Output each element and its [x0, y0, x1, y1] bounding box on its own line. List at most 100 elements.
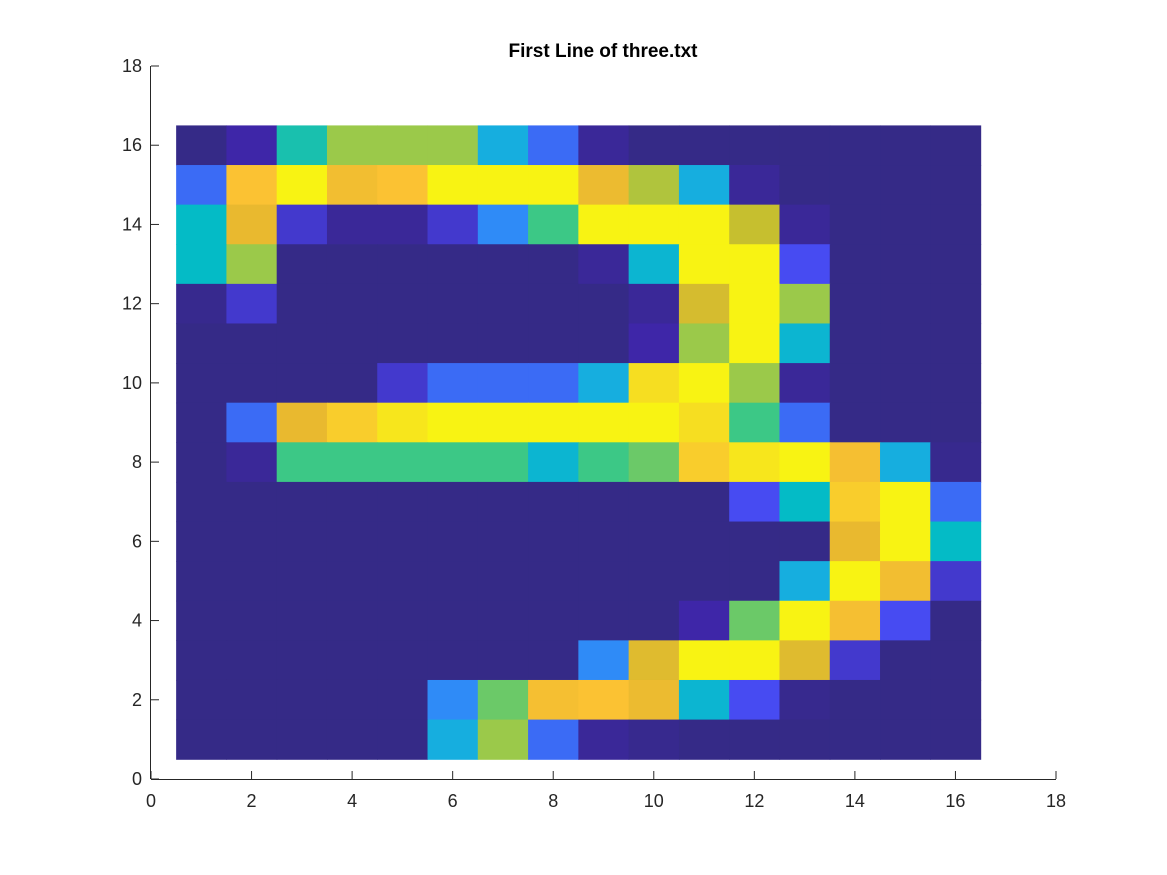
heatmap-cell [528, 640, 579, 681]
heatmap-cell [477, 244, 529, 285]
heatmap-cell [528, 442, 579, 483]
heatmap-cell [377, 283, 429, 325]
y-tick-label: 6 [132, 531, 142, 551]
heatmap-cell [628, 481, 680, 523]
y-tick-label: 10 [122, 373, 142, 393]
heatmap-cell [930, 125, 982, 166]
heatmap-cell [628, 600, 680, 641]
heatmap-cell [729, 283, 781, 325]
heatmap-cell [226, 283, 278, 325]
x-tick-label: 12 [744, 791, 764, 811]
x-tick-label: 14 [845, 791, 865, 811]
heatmap-cell [226, 165, 278, 206]
heatmap-cell [226, 679, 278, 721]
chart-title: First Line of three.txt [509, 41, 699, 62]
heatmap-cell [427, 244, 479, 285]
heatmap-cell [477, 719, 529, 760]
heatmap-cell [779, 442, 831, 483]
heatmap-cell [226, 442, 278, 483]
heatmap-cell [427, 600, 479, 641]
heatmap-cell [276, 402, 328, 443]
heatmap-cell [578, 640, 630, 681]
y-tick-label: 14 [122, 214, 142, 234]
heatmap-cell [829, 640, 881, 681]
heatmap-cell [880, 204, 931, 245]
heatmap-cell [276, 165, 328, 206]
heatmap-cell [678, 402, 730, 443]
heatmap-cell [829, 363, 881, 404]
heatmap-cell [880, 600, 931, 641]
heatmap-cell [176, 640, 228, 681]
heatmap-cell [729, 521, 781, 562]
heatmap-cell [528, 402, 579, 443]
heatmap-cell [930, 481, 982, 523]
heatmap-cell [930, 402, 982, 443]
heatmap-cell [326, 442, 378, 483]
heatmap-cell [578, 363, 630, 404]
heatmap-cell [377, 679, 429, 721]
heatmap-cell [930, 561, 982, 602]
heatmap-cell [628, 719, 680, 760]
heatmap-cell [678, 125, 730, 166]
heatmap-cell [326, 402, 378, 443]
heatmap-cell [427, 640, 479, 681]
heatmap-cell [779, 600, 831, 641]
heatmap-cell [829, 600, 881, 641]
heatmap-cell [477, 521, 529, 562]
heatmap-cell [678, 165, 730, 206]
heatmap-cell [578, 283, 630, 325]
heatmap-cell [930, 679, 982, 721]
heatmap-cell [678, 323, 730, 364]
heatmap-cell [930, 442, 982, 483]
heatmap-cell [377, 640, 429, 681]
heatmap-cell [930, 521, 982, 562]
heatmap-cell [779, 204, 831, 245]
heatmap-cell [678, 719, 730, 760]
heatmap-cell [377, 561, 429, 602]
heatmap-cell [226, 363, 278, 404]
heatmap-cell [528, 561, 579, 602]
heatmap-cell [477, 165, 529, 206]
heatmap-cell [729, 165, 781, 206]
y-tick-label: 18 [122, 56, 142, 76]
heatmap-cell [226, 402, 278, 443]
heatmap-cell [276, 283, 328, 325]
heatmap-cell [628, 323, 680, 364]
heatmap-cell [880, 283, 931, 325]
heatmap-cell [528, 481, 579, 523]
heatmap-cell [880, 640, 931, 681]
heatmap-cell [729, 719, 781, 760]
heatmap-cell [377, 600, 429, 641]
heatmap-cell [578, 125, 630, 166]
heatmap-cell [829, 323, 881, 364]
heatmap-cell [176, 561, 228, 602]
heatmap-cell [276, 363, 328, 404]
heatmap-cell [377, 521, 429, 562]
heatmap-cell [377, 481, 429, 523]
heatmap-cell [326, 244, 378, 285]
heatmap-cell [176, 204, 228, 245]
heatmap-cell [176, 323, 228, 364]
heatmap-cell [226, 125, 278, 166]
heatmap-cell [326, 679, 378, 721]
heatmap-cell [729, 481, 781, 523]
y-tick-label: 4 [132, 611, 142, 631]
heatmap-cell [880, 323, 931, 364]
heatmap-cell [930, 363, 982, 404]
heatmap-cell [578, 679, 630, 721]
heatmap-cell [427, 402, 479, 443]
heatmap-cell [628, 283, 680, 325]
heatmap-cell [729, 363, 781, 404]
heatmap-cell [477, 283, 529, 325]
heatmap-cell [477, 442, 529, 483]
x-tick-label: 16 [945, 791, 965, 811]
heatmap-cell [377, 204, 429, 245]
y-tick-label: 8 [132, 452, 142, 472]
heatmap-cell [226, 323, 278, 364]
heatmap-cell [779, 719, 831, 760]
heatmap-cell [226, 481, 278, 523]
heatmap-cell [176, 521, 228, 562]
x-tick-label: 6 [448, 791, 458, 811]
heatmap-cell [779, 402, 831, 443]
heatmap-cell [779, 244, 831, 285]
